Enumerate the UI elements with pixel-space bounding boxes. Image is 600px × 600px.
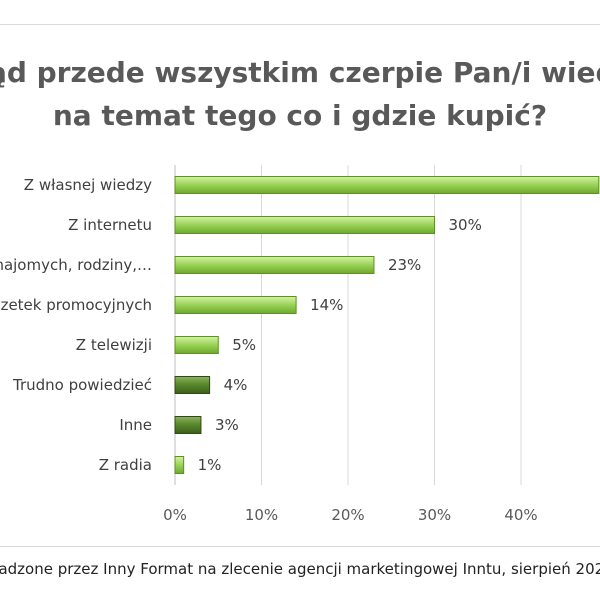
- source-footnote: Badanie przeprowadzone przez Inny Format…: [0, 560, 600, 578]
- category-label: Z radia: [99, 456, 152, 474]
- bar-chart: Skąd przede wszystkim czerpie Pan/i wied…: [0, 56, 600, 524]
- x-tick-label: 20%: [331, 506, 364, 524]
- bar: [174, 336, 219, 354]
- category-label: Z telewizji: [76, 336, 152, 354]
- grid-lines: [174, 165, 522, 485]
- data-label: 1%: [198, 456, 222, 474]
- bar: [174, 456, 185, 474]
- data-label: 4%: [224, 376, 248, 394]
- category-label: Z własnej wiedzy: [24, 176, 152, 194]
- chart-frame-bottom: [0, 546, 600, 547]
- x-tick-label: 40%: [504, 506, 537, 524]
- x-tick-label: 30%: [418, 506, 451, 524]
- chart-title: Skąd przede wszystkim czerpie Pan/i wied…: [0, 56, 600, 132]
- x-tick-label: 10%: [245, 506, 278, 524]
- data-label: 23%: [388, 256, 421, 274]
- category-label: Z gazetek promocyjnych: [0, 296, 152, 314]
- data-label: 14%: [310, 296, 343, 314]
- source-footnote-text: Badanie przeprowadzone przez Inny Format…: [0, 560, 600, 578]
- x-axis-tick-labels: 0% 10% 20% 30% 40%: [163, 506, 538, 524]
- data-label: 3%: [215, 416, 239, 434]
- bar: [174, 296, 297, 314]
- data-labels: 30% 23% 14% 5% 4% 3% 1%: [198, 216, 482, 474]
- category-labels: Z własnej wiedzy Z internetu Od znajomych,…: [0, 176, 152, 474]
- bars: [174, 176, 600, 474]
- x-tick-label: 0%: [163, 506, 187, 524]
- category-label: Inne: [119, 416, 152, 434]
- chart-frame-top: [0, 24, 600, 25]
- bar: [174, 216, 435, 234]
- chart-title-line-2: na temat tego co i gdzie kupić?: [53, 99, 547, 132]
- bar: [174, 416, 202, 434]
- data-label: 5%: [232, 336, 256, 354]
- category-label: Z internetu: [68, 216, 152, 234]
- chart-title-line-1: Skąd przede wszystkim czerpie Pan/i wied…: [0, 56, 600, 89]
- bar: [174, 176, 600, 194]
- category-label: Trudno powiedzieć: [12, 376, 152, 394]
- category-label: Od znajomych, rodziny,…: [0, 256, 152, 274]
- bar: [174, 376, 211, 394]
- data-label: 30%: [449, 216, 482, 234]
- bar: [174, 256, 375, 274]
